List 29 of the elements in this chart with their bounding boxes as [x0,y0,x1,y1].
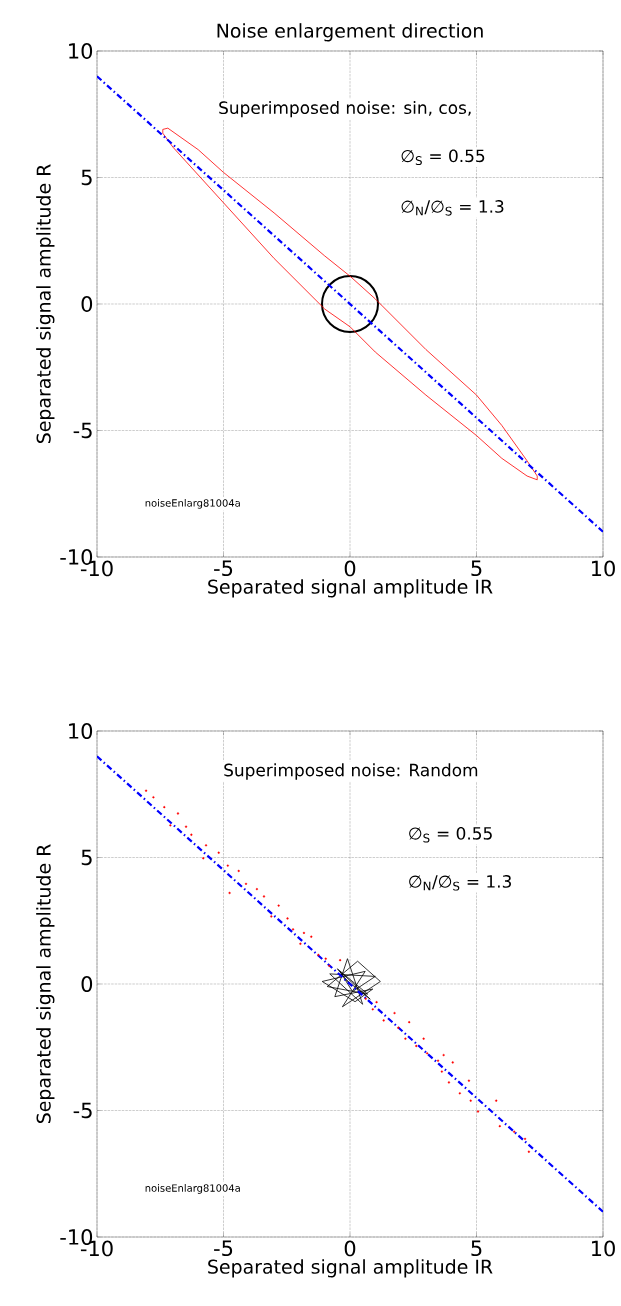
annotation: ∅$_{S}$ = 0.55 [401,149,485,166]
y-tick-label: 5 [81,169,92,186]
x-tick-label: 5 [471,560,482,577]
x-tick-label: 10 [591,560,615,577]
chart-title: Noise enlargement direction [217,23,483,42]
x-tick-label: -5 [214,1240,233,1257]
y-tick-label: 5 [81,849,92,866]
y-tick-label: -5 [73,422,92,439]
annotation: Superimposed noise: Random [224,763,478,780]
annotation: ∅$_{N}$/∅$_{S}$ = 1.3 [401,200,504,216]
y-tick-label: 10 [69,723,93,739]
annotation: Superimposed noise: sin, cos, [219,100,471,118]
x-tick-label: -5 [214,560,233,577]
annotation: ∅$_{S}$ = 0.55 [409,826,492,843]
x-tick-label: 0 [344,560,356,577]
annotation: noiseEnlarg81004a [145,1184,240,1194]
y-tick-label: 0 [81,976,93,992]
annotation: ∅$_{N}$/∅$_{S}$ = 1.3 [409,874,511,891]
annotation: noiseEnlarg81004a [145,499,240,509]
x-axis-title: Separated signal amplitude IR [208,579,493,598]
y-axis-title: Separated signal amplitude R [36,844,55,1124]
x-tick-label: 10 [591,1240,615,1257]
x-tick-label: 5 [471,1240,482,1257]
y-tick-label: 10 [69,43,93,59]
y-tick-label: -5 [73,1102,92,1119]
y-tick-label: 0 [81,296,93,312]
x-tick-label: 0 [344,1240,356,1257]
x-axis-title: Separated signal amplitude IR [208,1259,493,1278]
y-axis-title: Separated signal amplitude R [36,164,55,444]
